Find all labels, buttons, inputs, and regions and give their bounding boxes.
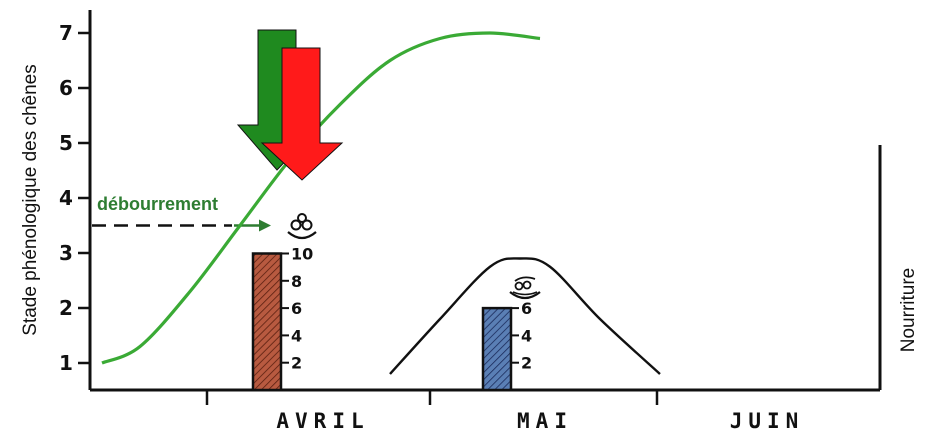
y-tick-label: 7	[59, 21, 73, 45]
bars: 10 8 6 4 2 6 4 2	[251, 245, 532, 392]
bar-scale-label: 6	[521, 299, 532, 318]
y-tick-label: 5	[59, 131, 73, 155]
budburst-label: débourrement	[97, 194, 218, 214]
bar-scale-label: 4	[521, 326, 532, 345]
month-label: JUIN	[730, 409, 805, 433]
month-label: AVRIL	[276, 409, 369, 433]
nest-food-icon	[509, 276, 541, 300]
bar-scale-label: 6	[291, 299, 302, 318]
food-bar	[251, 252, 283, 392]
y-tick-label: 1	[59, 351, 73, 375]
red-arrow	[260, 47, 344, 181]
budburst-arrowhead	[259, 219, 271, 232]
y-ticks: 1 2 3 4 5 6 7	[59, 21, 90, 375]
y-tick-label: 3	[59, 241, 73, 265]
month-label: MAI	[517, 409, 573, 433]
bar-scale-label: 4	[291, 326, 302, 345]
month-ticks: AVRIL MAI JUIN	[205, 390, 805, 433]
y-axis-title: Stade phénologique des chênes	[20, 64, 41, 336]
bar-scale-label: 8	[291, 272, 302, 291]
right-axis-title: Nourriture	[898, 268, 919, 352]
food-availability-curve	[389, 257, 661, 375]
bar-scale-label: 10	[291, 245, 313, 264]
caterpillar-food-icon	[287, 213, 317, 240]
y-tick-label: 2	[59, 296, 73, 320]
food-bar	[481, 306, 513, 392]
y-tick-label: 6	[59, 76, 73, 100]
bar-scale-label: 2	[521, 354, 532, 373]
y-tick-label: 4	[59, 186, 73, 210]
bar-scale-label: 2	[291, 354, 302, 373]
